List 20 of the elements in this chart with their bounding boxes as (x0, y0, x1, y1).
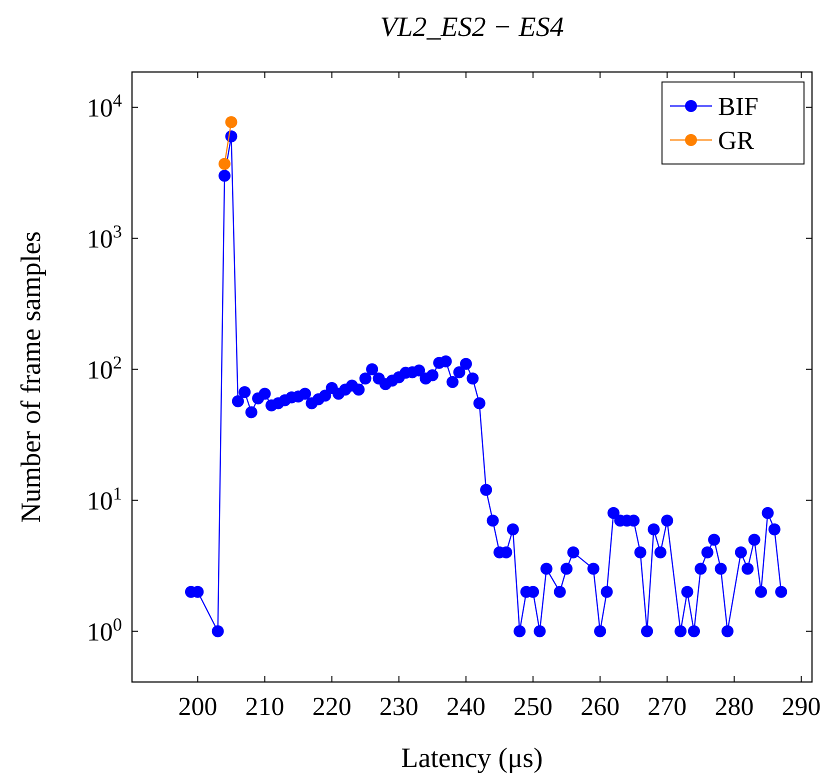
x-tick-label: 200 (178, 692, 218, 721)
x-tick-label: 250 (514, 692, 553, 721)
x-tick-label: 240 (446, 692, 486, 721)
x-tick-label: 220 (312, 692, 352, 721)
legend-label: GR (718, 126, 755, 155)
y-tick-label: 10$^{0}$ (86, 614, 122, 646)
y-tick-label: 10$^{3}$ (86, 221, 122, 254)
y-tick-label: 10$^{2}$ (86, 352, 122, 384)
chart-title: VL2_ES2 − ES4 (380, 12, 564, 43)
x-tick-label: 230 (379, 692, 418, 721)
y-tick-label: 10$^{4}$ (86, 90, 122, 122)
x-tick-label: 280 (714, 692, 754, 721)
legend-label: BIF (718, 92, 758, 121)
x-tick-label: 210 (245, 692, 284, 721)
x-tick-label: 270 (648, 692, 687, 721)
y-axis-title: Number of frame samples (16, 231, 47, 523)
x-axis-title: Latency (μs) (401, 743, 543, 774)
x-tick-label: 260 (580, 692, 620, 721)
y-tick-label: 10$^{1}$ (86, 483, 122, 516)
x-tick-label: 290 (782, 692, 821, 721)
